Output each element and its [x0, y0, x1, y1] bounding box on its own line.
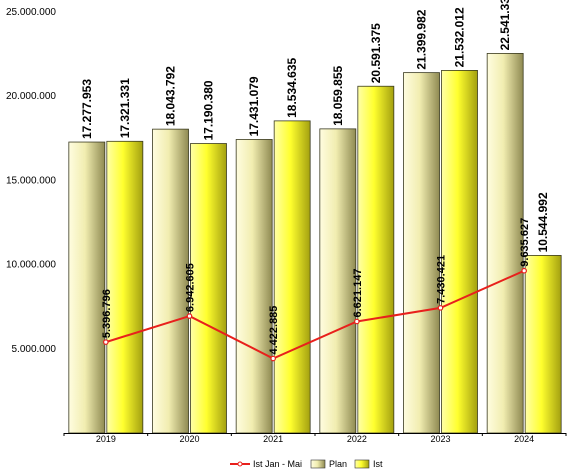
bar-label-ist: 17.321.331 — [118, 78, 132, 138]
bar-plan — [152, 128, 189, 434]
bar-ist — [524, 255, 562, 434]
bar-label-ist: 17.190.380 — [202, 80, 216, 140]
legend: Ist Jan - Mai Plan Ist — [230, 459, 383, 469]
bar-label-plan: 18.043.792 — [164, 66, 178, 126]
y-tick-label: 5.000.000 — [12, 344, 57, 355]
line-point — [103, 339, 109, 345]
bars — [68, 53, 562, 434]
x-tick-label: 2024 — [514, 434, 534, 444]
line-point — [270, 355, 276, 362]
line-point — [186, 313, 193, 319]
bar-plan — [68, 141, 106, 434]
legend-line-marker — [237, 461, 243, 467]
x-tick-label: 2020 — [179, 434, 199, 444]
bar-label-plan: 18.059.855 — [331, 65, 345, 125]
bar-plan — [486, 53, 524, 434]
y-tick-label: 15.000.000 — [6, 175, 56, 186]
line-ist-jan-mai — [105, 269, 525, 360]
line-point — [521, 267, 527, 274]
line-point — [437, 305, 444, 311]
bar-plan — [403, 72, 440, 434]
y-tick-label: 25.000.000 — [6, 7, 56, 18]
data-labels: 17.277.953 17.321.331 18.043.792 17.190.380… — [80, 0, 550, 252]
legend-swatch-plan — [310, 459, 326, 469]
bar-ist — [106, 140, 144, 434]
line-label: 7.430.421 — [436, 255, 448, 304]
bar-label-plan: 17.277.953 — [80, 79, 94, 139]
bar-label-plan: 21.399.982 — [415, 9, 429, 69]
line-label: 6.942.605 — [185, 263, 197, 312]
bar-label-ist: 18.534.635 — [285, 57, 299, 117]
bar-label-ist: 10.544.992 — [536, 192, 550, 252]
x-tick-label: 2021 — [263, 434, 283, 444]
legend-swatch-ist — [354, 459, 370, 469]
line-label: 5.396.796 — [101, 289, 113, 338]
legend-label-plan: Plan — [329, 459, 347, 469]
x-axis: 2019 2020 2021 2022 2023 2024 — [63, 433, 567, 444]
y-axis: 5.000.000 10.000.000 15.000.000 20.000.000 2… — [6, 7, 56, 355]
x-tick-label: 2023 — [430, 434, 450, 444]
bar-plan — [319, 128, 357, 434]
bar-label-ist: 20.591.375 — [369, 23, 383, 83]
x-tick-label: 2022 — [347, 434, 367, 444]
bar-label-ist: 21.532.012 — [453, 7, 467, 67]
y-tick-label: 20.000.000 — [6, 91, 56, 102]
x-tick-label: 2019 — [96, 434, 116, 444]
bar-ist — [273, 120, 311, 434]
y-tick-label: 10.000.000 — [6, 260, 56, 271]
line-series: 5.396.796 6.942.605 4.422.885 6.621.147 7.43… — [101, 218, 531, 362]
line-label: 6.621.147 — [352, 269, 364, 318]
bar-ist — [190, 143, 227, 434]
legend-label-ist-jan-mai: Ist Jan - Mai — [253, 459, 302, 469]
bar-ist — [357, 85, 395, 434]
line-label: 9.635.627 — [519, 218, 531, 267]
bar-ist — [441, 70, 478, 434]
line-label: 4.422.885 — [268, 306, 280, 355]
line-point — [354, 318, 360, 325]
bar-plan — [235, 139, 273, 434]
bar-label-plan: 22.541.33 — [498, 0, 512, 50]
bar-label-plan: 17.431.079 — [247, 76, 261, 136]
legend-label-ist: Ist — [373, 459, 383, 469]
